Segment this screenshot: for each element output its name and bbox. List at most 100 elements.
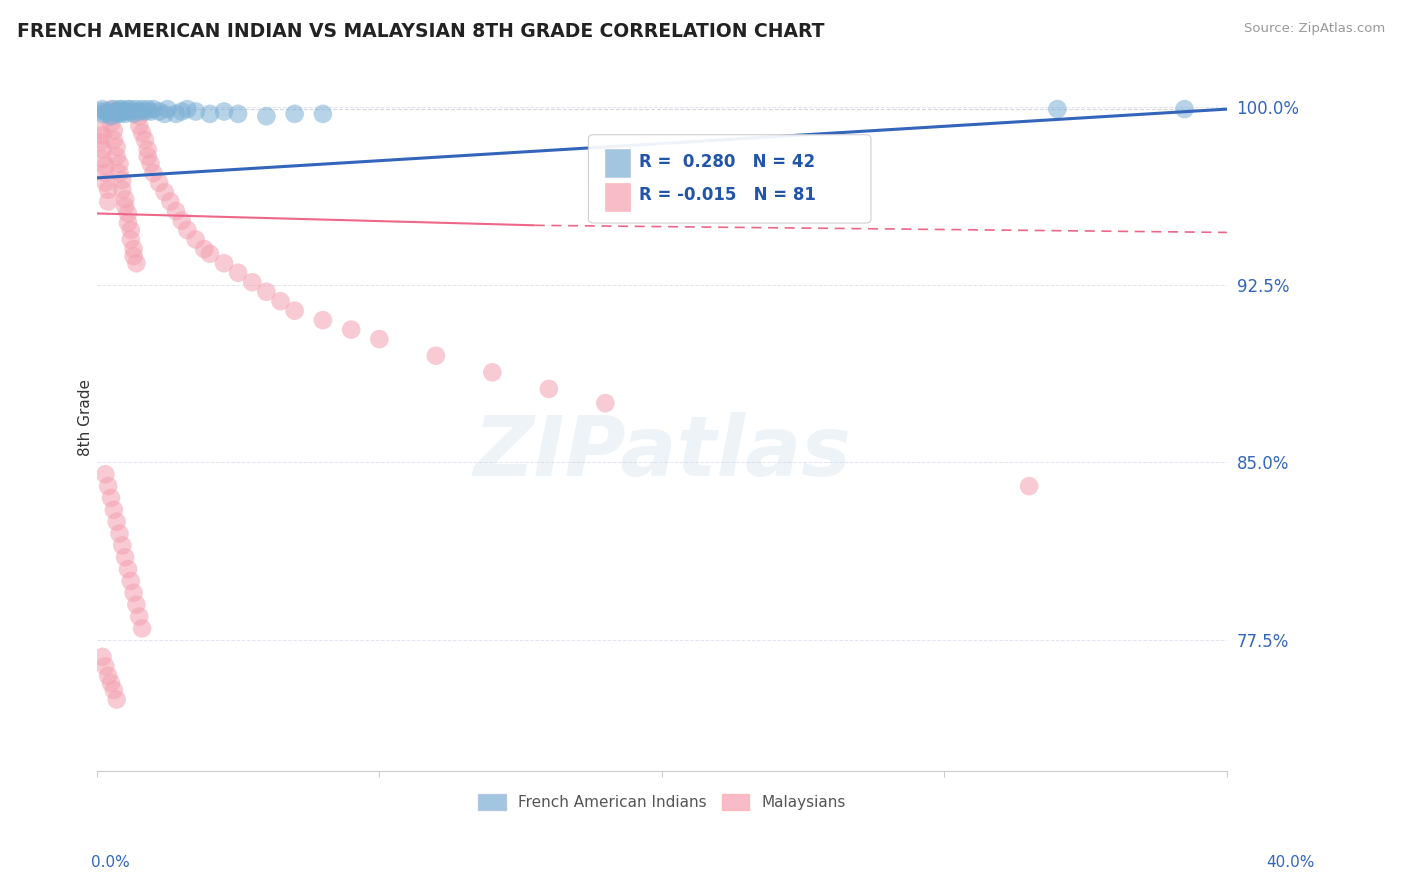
- Text: FRENCH AMERICAN INDIAN VS MALAYSIAN 8TH GRADE CORRELATION CHART: FRENCH AMERICAN INDIAN VS MALAYSIAN 8TH …: [17, 22, 824, 41]
- Y-axis label: 8th Grade: 8th Grade: [79, 379, 93, 456]
- Point: [122, 242, 145, 256]
- Point: [117, 562, 139, 576]
- Text: 0.0%: 0.0%: [91, 855, 131, 870]
- Point: [537, 382, 560, 396]
- Point: [134, 133, 156, 147]
- Point: [100, 109, 122, 123]
- Point: [139, 104, 162, 119]
- Point: [105, 692, 128, 706]
- Point: [153, 185, 176, 199]
- Point: [97, 183, 120, 197]
- Point: [97, 107, 120, 121]
- Point: [114, 192, 136, 206]
- Point: [1018, 479, 1040, 493]
- Point: [97, 194, 120, 209]
- Point: [105, 515, 128, 529]
- Point: [368, 332, 391, 346]
- Point: [156, 102, 179, 116]
- Point: [125, 256, 148, 270]
- Text: ZIPatlas: ZIPatlas: [472, 412, 851, 493]
- Point: [94, 176, 117, 190]
- Point: [142, 166, 165, 180]
- Point: [108, 166, 131, 180]
- Point: [105, 104, 128, 119]
- Point: [117, 206, 139, 220]
- Point: [91, 649, 114, 664]
- Point: [481, 365, 503, 379]
- Legend: French American Indians, Malaysians: French American Indians, Malaysians: [472, 788, 852, 816]
- Point: [148, 104, 170, 119]
- Point: [94, 659, 117, 673]
- Point: [176, 102, 198, 116]
- Point: [103, 102, 125, 116]
- Text: R = -0.015   N = 81: R = -0.015 N = 81: [640, 186, 815, 204]
- Point: [89, 136, 111, 150]
- Point: [94, 467, 117, 482]
- Point: [117, 216, 139, 230]
- Point: [134, 104, 156, 119]
- Point: [97, 479, 120, 493]
- Point: [94, 166, 117, 180]
- Point: [111, 173, 134, 187]
- Point: [122, 586, 145, 600]
- Point: [198, 246, 221, 260]
- Point: [212, 256, 235, 270]
- Point: [176, 223, 198, 237]
- Point: [131, 621, 153, 635]
- Point: [165, 204, 187, 219]
- Text: R =  0.280   N = 42: R = 0.280 N = 42: [640, 153, 815, 170]
- Point: [100, 676, 122, 690]
- Point: [142, 102, 165, 116]
- Point: [105, 149, 128, 163]
- Point: [136, 102, 159, 116]
- Point: [91, 128, 114, 143]
- Point: [105, 107, 128, 121]
- Point: [170, 104, 193, 119]
- Point: [114, 199, 136, 213]
- Point: [122, 249, 145, 263]
- Point: [184, 104, 207, 119]
- Point: [254, 285, 277, 299]
- Point: [103, 683, 125, 698]
- Point: [312, 107, 335, 121]
- Point: [340, 323, 363, 337]
- Point: [91, 152, 114, 166]
- Point: [226, 266, 249, 280]
- Point: [131, 126, 153, 140]
- Point: [240, 275, 263, 289]
- Point: [595, 396, 617, 410]
- Point: [94, 159, 117, 173]
- Point: [159, 194, 181, 209]
- Point: [425, 349, 447, 363]
- Point: [100, 109, 122, 123]
- Point: [120, 574, 142, 588]
- Point: [136, 143, 159, 157]
- Point: [89, 123, 111, 137]
- Point: [284, 107, 307, 121]
- Point: [128, 109, 150, 123]
- Point: [284, 303, 307, 318]
- Point: [270, 294, 292, 309]
- Point: [108, 156, 131, 170]
- FancyBboxPatch shape: [606, 149, 630, 178]
- Point: [170, 213, 193, 227]
- Point: [125, 102, 148, 116]
- Point: [100, 104, 122, 119]
- FancyBboxPatch shape: [589, 135, 870, 223]
- Point: [128, 609, 150, 624]
- Point: [125, 598, 148, 612]
- Point: [94, 104, 117, 119]
- Point: [254, 109, 277, 123]
- Point: [100, 491, 122, 505]
- Point: [128, 104, 150, 119]
- Point: [212, 104, 235, 119]
- Point: [120, 104, 142, 119]
- Point: [108, 102, 131, 116]
- Point: [91, 102, 114, 116]
- Point: [91, 143, 114, 157]
- Point: [1046, 102, 1069, 116]
- Point: [111, 102, 134, 116]
- Point: [100, 116, 122, 130]
- Point: [226, 107, 249, 121]
- Point: [114, 550, 136, 565]
